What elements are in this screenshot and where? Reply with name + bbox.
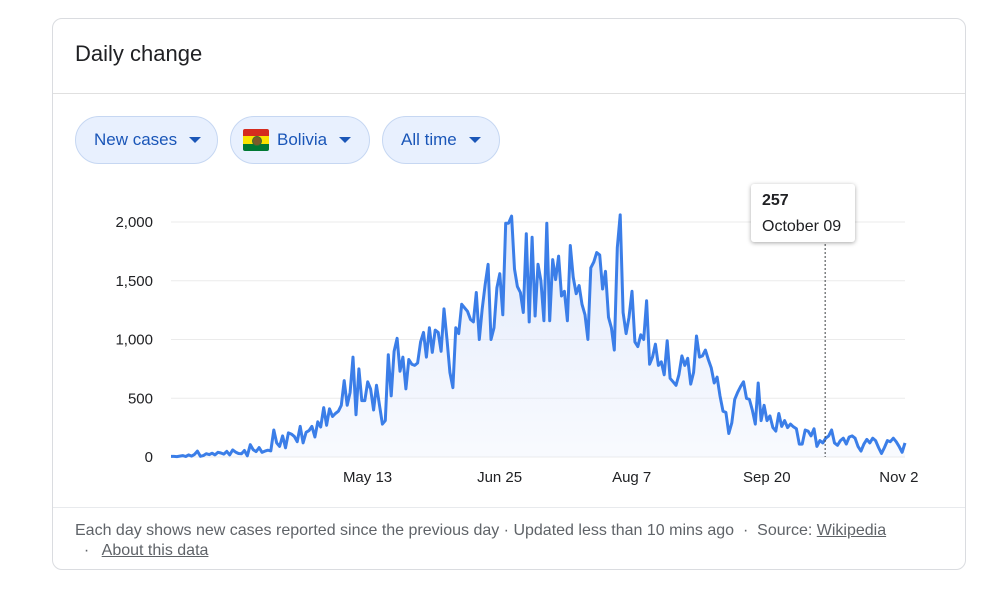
series-line <box>171 213 907 459</box>
metric-dropdown[interactable]: New cases <box>75 116 218 164</box>
y-tick-label: 1,500 <box>115 273 153 290</box>
about-data-link[interactable]: About this data <box>101 542 209 559</box>
x-tick-label: Jun 25 <box>477 469 522 486</box>
footer-note: Each day shows new cases reported since … <box>75 522 735 539</box>
daily-change-card: Daily change New cases Bolivia All time … <box>52 18 966 570</box>
tooltip-value: 257 <box>762 192 789 209</box>
caret-down-icon <box>468 137 481 143</box>
caret-down-icon <box>339 137 352 143</box>
x-tick-label: Sep 20 <box>743 469 791 486</box>
card-header: Daily change <box>53 19 965 94</box>
y-tick-label: 2,000 <box>115 214 153 231</box>
chart-tooltip: 257 October 09 <box>751 184 855 242</box>
series-area <box>171 214 905 457</box>
card-title: Daily change <box>75 41 203 66</box>
y-tick-label: 500 <box>128 390 153 407</box>
tooltip-date: October 09 <box>762 218 842 235</box>
region-dropdown-label: Bolivia <box>277 130 328 149</box>
source-label: Source: <box>757 522 813 539</box>
region-dropdown[interactable]: Bolivia <box>230 116 370 164</box>
source-wikipedia-link[interactable]: Wikipedia <box>816 522 887 539</box>
chart-footer: Each day shows new cases reported since … <box>75 522 887 559</box>
x-tick-label: Nov 2 <box>879 469 918 486</box>
time-range-dropdown[interactable]: All time <box>382 116 500 164</box>
time-range-dropdown-label: All time <box>401 130 457 149</box>
daily-change-chart[interactable]: 0 500 1,000 1,500 2,000 May 13 Jun 25 Aug 7 Sep … <box>53 19 967 499</box>
metric-dropdown-label: New cases <box>94 130 178 149</box>
bolivia-flag-icon <box>243 129 269 151</box>
x-tick-label: Aug 7 <box>612 469 651 486</box>
y-tick-label: 1,000 <box>115 332 153 349</box>
x-tick-label: May 13 <box>343 469 392 486</box>
footer-divider <box>53 507 965 508</box>
caret-down-icon <box>189 137 202 143</box>
y-tick-label: 0 <box>145 449 153 466</box>
